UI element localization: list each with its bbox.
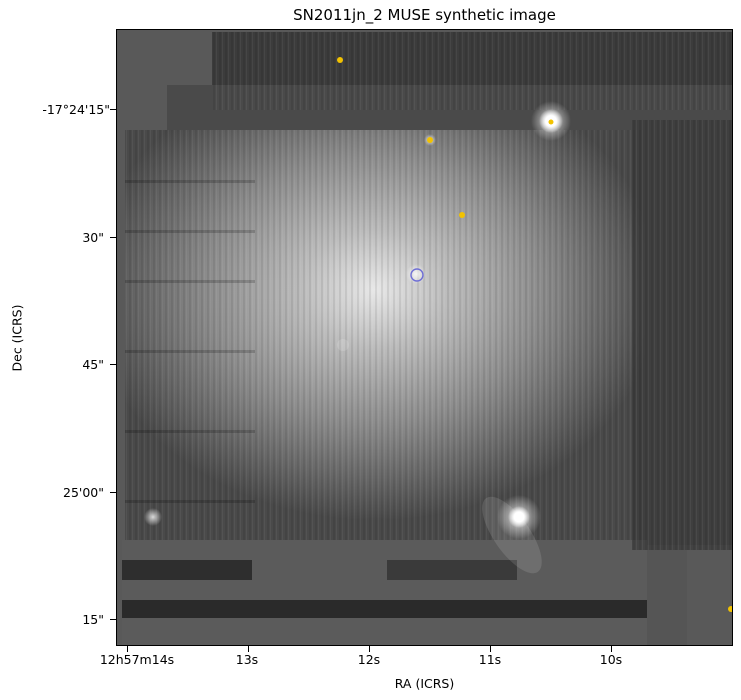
x-tick-label: 12s: [357, 652, 381, 667]
y-tick-label: -17°24'15": [42, 102, 110, 117]
x-axis-title: RA (ICRS): [394, 676, 455, 691]
x-tick-label: 10s: [599, 652, 623, 667]
y-tick-label: 30": [82, 230, 104, 245]
y-axis-title: Dec (ICRS): [9, 304, 25, 372]
x-tick: [490, 646, 491, 652]
x-tick: [248, 646, 249, 652]
y-tick: [110, 109, 116, 110]
y-tick-label: 25'00": [63, 485, 104, 500]
x-tick-label: 13s: [235, 652, 259, 667]
x-tick: [127, 646, 128, 652]
x-tick: [611, 646, 612, 652]
sky-image-panel: [116, 29, 733, 646]
y-tick: [110, 619, 116, 620]
y-tick-label: 15": [82, 612, 104, 627]
image-title: SN2011jn_2 MUSE synthetic image: [293, 6, 556, 24]
sky-image: [117, 30, 732, 645]
x-tick-label: 11s: [478, 652, 502, 667]
y-tick: [110, 364, 116, 365]
x-tick-label: 12h57m14s: [99, 652, 175, 667]
y-tick-label: 45": [82, 357, 104, 372]
y-tick: [110, 492, 116, 493]
y-tick: [110, 237, 116, 238]
x-tick: [369, 646, 370, 652]
